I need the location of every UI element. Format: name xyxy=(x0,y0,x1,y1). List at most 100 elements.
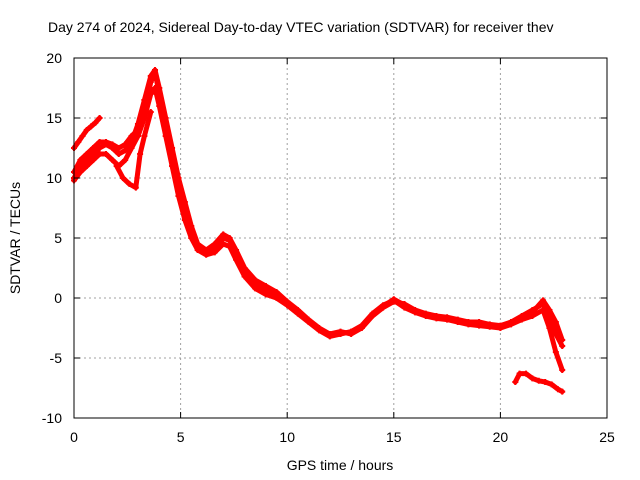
data-point xyxy=(252,280,259,287)
data-point xyxy=(77,157,84,163)
data-point xyxy=(90,157,97,163)
data-point xyxy=(79,133,86,139)
data-point xyxy=(476,320,483,327)
data-point xyxy=(88,123,95,130)
data-point xyxy=(554,386,561,393)
data-point xyxy=(141,133,148,139)
y-tick-label: 10 xyxy=(46,170,62,186)
series-layer xyxy=(71,67,566,395)
data-point xyxy=(134,133,141,139)
x-axis-title: GPS time / hours xyxy=(287,457,394,473)
data-point xyxy=(518,314,525,321)
data-point xyxy=(241,268,248,275)
data-point xyxy=(422,311,429,318)
y-tick-label: 20 xyxy=(46,50,62,66)
data-point xyxy=(559,337,566,343)
data-point xyxy=(132,184,139,191)
data-point xyxy=(273,292,280,299)
data-point xyxy=(128,145,135,151)
y-tick-label: -10 xyxy=(42,410,62,426)
data-point xyxy=(147,79,154,85)
data-point xyxy=(454,317,461,324)
data-point xyxy=(134,127,141,133)
data-point xyxy=(433,314,440,321)
data-point xyxy=(92,119,99,126)
x-tick-label: 25 xyxy=(599,429,615,445)
data-point xyxy=(126,181,133,187)
data-point xyxy=(552,349,559,355)
labels-layer: 0 5 10 15 20 25 -10 -5 0 5 10 15 20 xyxy=(42,50,615,445)
data-point xyxy=(102,151,109,157)
data-point xyxy=(122,141,129,148)
series-sat-track-d xyxy=(71,115,103,151)
data-point xyxy=(122,147,129,154)
data-point xyxy=(77,169,84,175)
x-tick-label: 15 xyxy=(386,429,402,445)
data-point xyxy=(559,367,566,373)
data-point xyxy=(175,181,182,187)
data-point xyxy=(369,311,376,318)
data-point xyxy=(529,309,536,316)
data-point xyxy=(220,241,227,247)
data-point xyxy=(548,381,555,388)
data-point xyxy=(326,332,333,339)
data-point xyxy=(542,379,549,385)
data-point xyxy=(546,307,553,313)
y-tick-label: -5 xyxy=(50,350,63,366)
data-point xyxy=(128,133,135,139)
data-point xyxy=(226,237,233,244)
data-point xyxy=(284,299,291,306)
data-point xyxy=(552,319,559,325)
y-tick-label: 0 xyxy=(54,290,62,306)
data-point xyxy=(83,163,90,169)
series-sat-track-c xyxy=(71,69,566,343)
data-point xyxy=(96,115,103,121)
data-point xyxy=(305,317,312,324)
data-point xyxy=(390,296,397,303)
data-point xyxy=(137,151,144,157)
data-point xyxy=(559,388,566,395)
series-sat-track-e xyxy=(113,109,154,191)
data-point xyxy=(96,145,103,151)
series-sat-track-f xyxy=(512,370,566,395)
x-tick-label: 20 xyxy=(493,429,509,445)
data-point xyxy=(401,302,408,309)
ticks-layer xyxy=(73,57,608,419)
x-tick-label: 10 xyxy=(279,429,295,445)
data-point xyxy=(83,127,90,133)
data-point xyxy=(508,320,515,327)
x-tick-label: 5 xyxy=(177,429,185,445)
data-point xyxy=(83,157,90,163)
data-point xyxy=(220,235,227,241)
data-point xyxy=(348,329,355,336)
data-point xyxy=(512,379,519,385)
data-point xyxy=(529,375,536,382)
data-point xyxy=(211,244,218,251)
data-point xyxy=(75,139,82,145)
data-point xyxy=(294,308,301,315)
data-point xyxy=(486,322,493,329)
chart-title: Day 274 of 2024, Sidereal Day-to-day VTE… xyxy=(48,19,554,35)
data-point xyxy=(96,151,103,157)
data-point xyxy=(141,109,148,115)
data-point xyxy=(162,121,169,127)
data-point xyxy=(147,109,154,115)
data-point xyxy=(115,145,122,151)
data-point xyxy=(233,249,240,256)
data-point xyxy=(96,139,103,145)
data-point xyxy=(358,323,365,330)
data-point xyxy=(122,157,129,163)
grid-layer xyxy=(74,58,607,418)
data-point xyxy=(115,151,122,157)
data-point xyxy=(262,287,269,294)
data-point xyxy=(337,329,344,336)
data-point xyxy=(152,69,159,76)
y-tick-label: 15 xyxy=(46,110,62,126)
data-point xyxy=(156,91,163,97)
data-point xyxy=(380,303,387,310)
data-point xyxy=(188,229,195,235)
data-point xyxy=(169,151,176,157)
x-tick-label: 0 xyxy=(70,429,78,445)
